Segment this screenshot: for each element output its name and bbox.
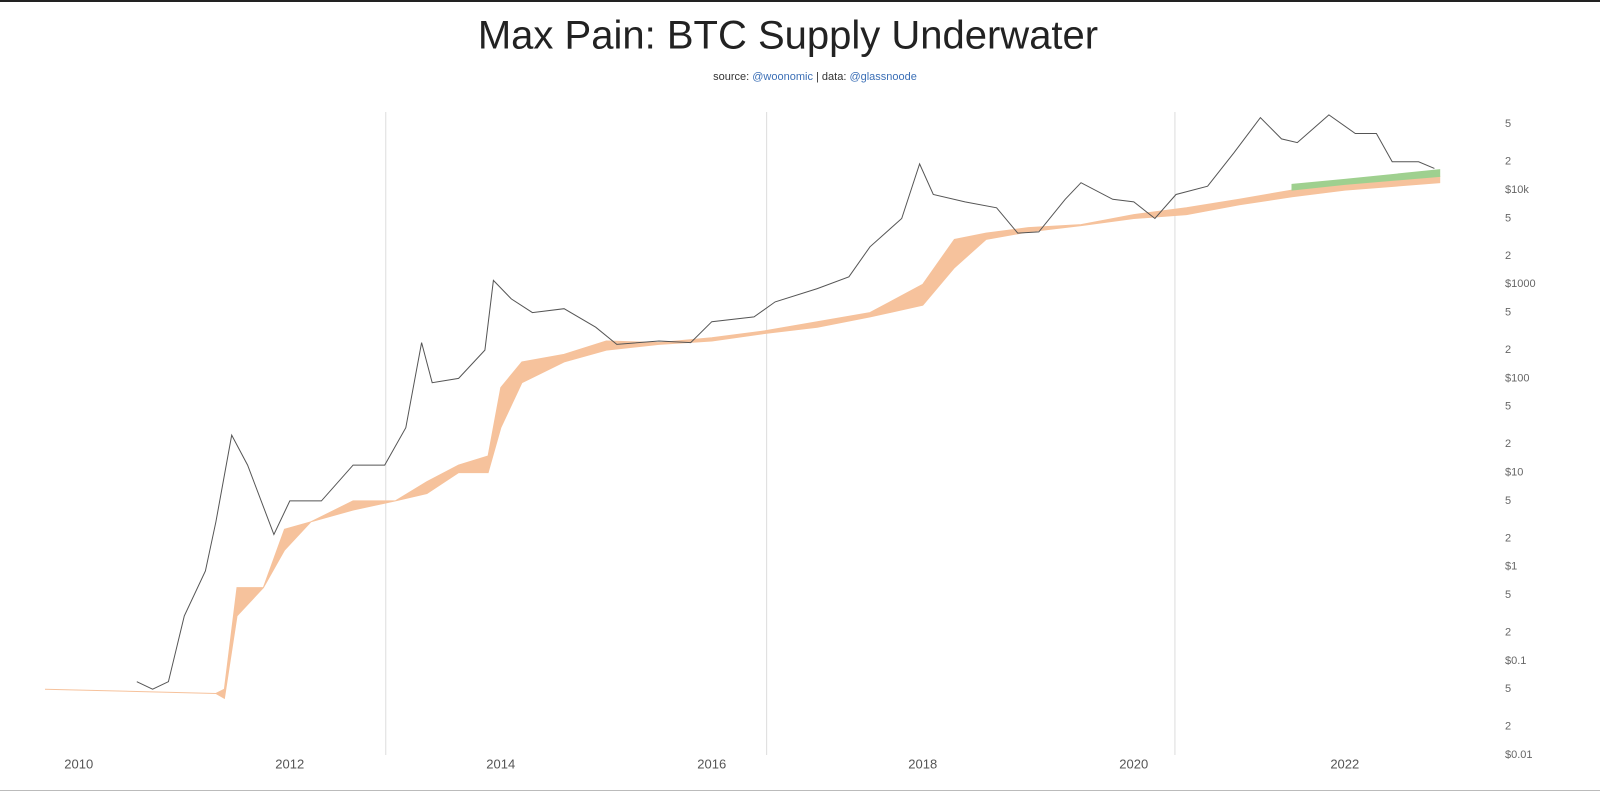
subtitle-link[interactable]: @woonomic bbox=[752, 71, 813, 83]
y-tick-label: 5 bbox=[1505, 495, 1511, 507]
y-tick-label: $1 bbox=[1505, 561, 1517, 573]
x-tick-label: 2016 bbox=[697, 756, 726, 771]
grid bbox=[385, 112, 1176, 755]
y-tick-label: 5 bbox=[1505, 307, 1511, 319]
y-tick-label: $0.01 bbox=[1505, 749, 1533, 761]
plot-area bbox=[44, 114, 1441, 700]
subtitle-part: | data: bbox=[813, 71, 850, 83]
supply-band bbox=[44, 175, 1441, 700]
y-tick-label: 2 bbox=[1505, 344, 1511, 356]
y-tick-label: 5 bbox=[1505, 212, 1511, 224]
y-tick-label: 2 bbox=[1505, 156, 1511, 168]
x-tick-label: 2014 bbox=[486, 756, 515, 771]
supply-band bbox=[1291, 169, 1441, 191]
y-tick-label: $100 bbox=[1505, 372, 1529, 384]
x-tick-label: 2022 bbox=[1330, 756, 1359, 771]
subtitle-link[interactable]: @glassnoode bbox=[849, 71, 916, 83]
y-tick-label: 2 bbox=[1505, 532, 1511, 544]
y-tick-label: 2 bbox=[1505, 250, 1511, 262]
y-tick-label: 5 bbox=[1505, 683, 1511, 695]
y-tick-label: 2 bbox=[1505, 721, 1511, 733]
y-tick-label: $10 bbox=[1505, 466, 1523, 478]
y-tick-label: $1000 bbox=[1505, 278, 1536, 290]
price-line bbox=[136, 114, 1435, 690]
y-tick-label: $0.1 bbox=[1505, 655, 1526, 667]
y-tick-label: 2 bbox=[1505, 626, 1511, 638]
y-tick-label: 5 bbox=[1505, 118, 1511, 130]
y-tick-label: 5 bbox=[1505, 401, 1511, 413]
x-tick-label: 2012 bbox=[275, 756, 304, 771]
y-tick-label: 2 bbox=[1505, 438, 1511, 450]
x-tick-label: 2010 bbox=[64, 756, 93, 771]
bottom-border bbox=[0, 790, 1600, 791]
top-border bbox=[0, 0, 1600, 2]
subtitle-part: source: bbox=[713, 71, 752, 83]
y-tick-label: $10k bbox=[1505, 184, 1529, 196]
y-tick-label: 5 bbox=[1505, 589, 1511, 601]
chart-title: Max Pain: BTC Supply Underwater bbox=[478, 14, 1098, 58]
chart-subtitle: source: @woonomic | data: @glassnoode bbox=[713, 71, 917, 83]
x-tick-label: 2020 bbox=[1119, 756, 1148, 771]
x-tick-label: 2018 bbox=[908, 756, 937, 771]
